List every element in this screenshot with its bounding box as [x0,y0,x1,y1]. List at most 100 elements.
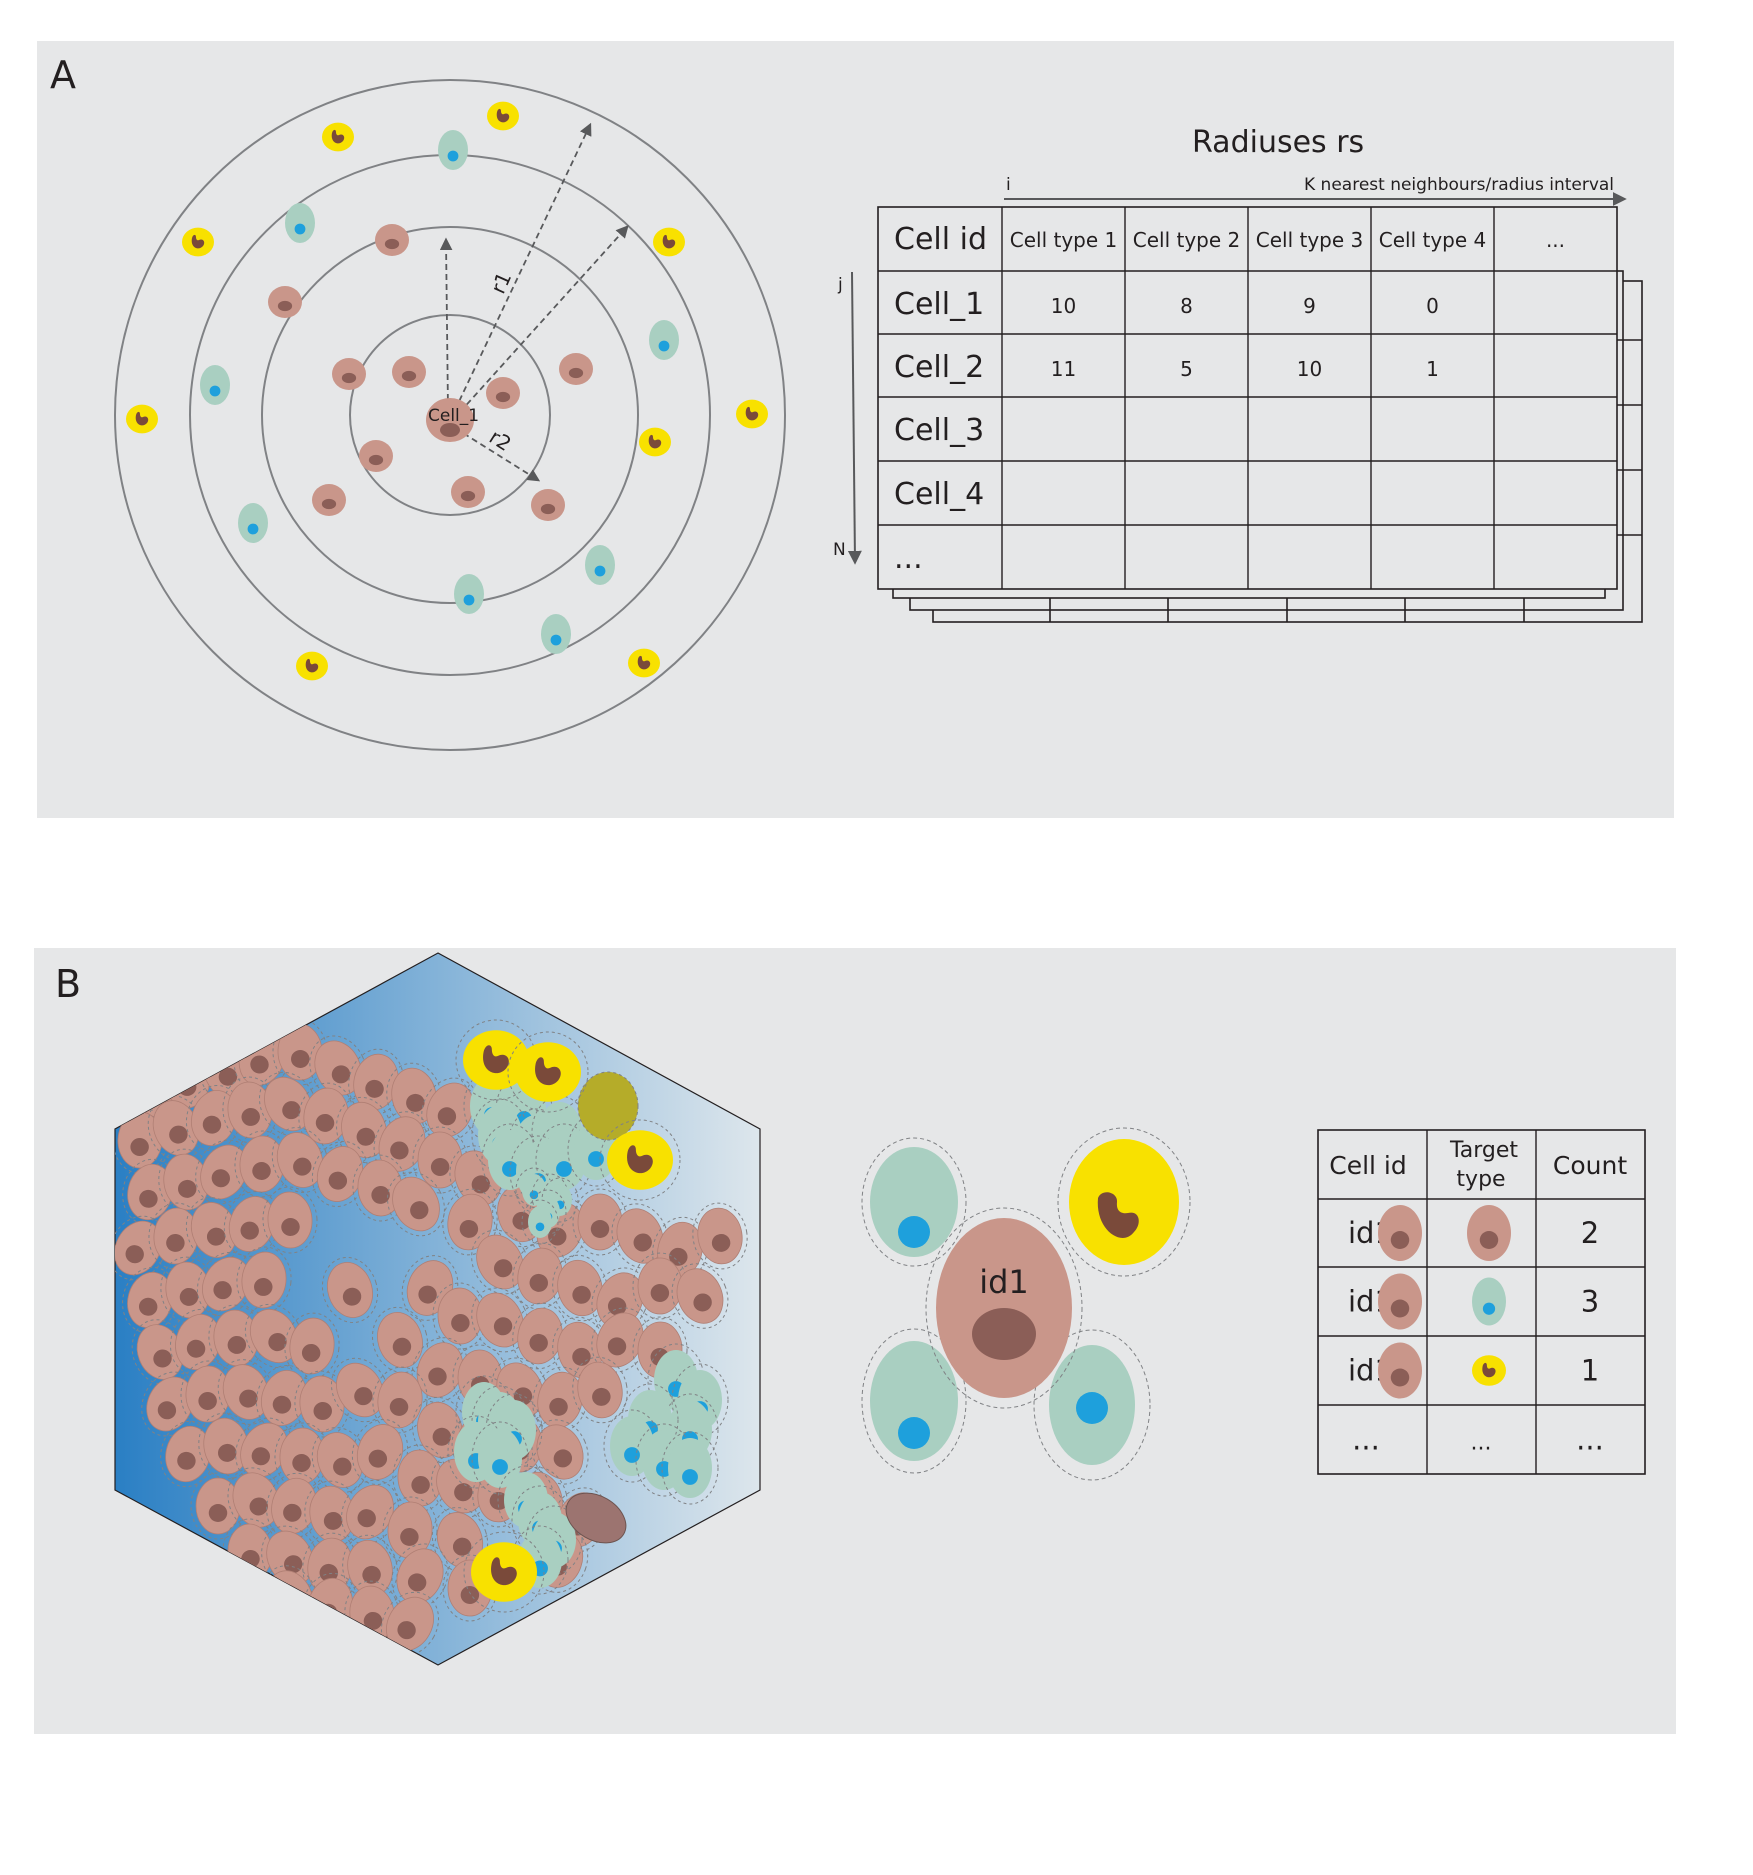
center-cell-body [426,398,474,442]
cell-nucleus [249,1497,268,1516]
cell-nucleus [240,1221,259,1240]
pink-cell [611,1203,669,1269]
cell-nucleus [658,340,670,352]
cell-nucleus [397,1621,416,1640]
pink-cell [559,353,593,385]
radius-arrow-r1 [454,122,592,411]
center-cell: Cell_1 [426,398,479,442]
dark-pink-cell [565,1492,627,1544]
neighbourhood-diagram: id1 [861,1127,1191,1481]
cell-nucleus [191,234,205,249]
yellow-cell [736,399,768,429]
cell-nucleus [209,385,221,397]
cell-nucleus [540,503,556,515]
cell-nucleus [250,1055,269,1074]
cell-halo [531,1419,589,1485]
cell-nucleus [607,1297,627,1316]
yellow-cell [628,648,660,678]
teal-cell [1472,1277,1506,1326]
center-cell-label: Cell_1 [428,406,479,426]
row-cell-id: Cell_1 [894,287,984,322]
cell-nucleus [633,1233,652,1252]
neighbour-teal-top-left [861,1137,967,1267]
teal-cell [649,320,679,360]
cell-body [200,365,230,405]
cell-nucleus [607,1337,627,1356]
row-count-value: ... [1576,1423,1604,1457]
cell-halo [271,1127,329,1193]
pink-cell [198,1412,254,1480]
cell-nucleus [418,1285,437,1304]
teal-cell [238,503,268,543]
cell-nucleus [125,1245,144,1264]
cell-nucleus [247,523,259,535]
cell-nucleus [693,1293,712,1312]
row-count-value: 11 [1051,357,1076,381]
teal-cell [454,574,484,614]
cell-halo [330,1357,390,1423]
axis-j-line [847,271,862,565]
panel-a-cells [126,101,768,681]
header-cell-type: Cell type 2 [1133,228,1241,252]
cell-nucleus [363,1611,383,1630]
cell-halo [925,1207,1083,1409]
cell-nucleus [463,594,475,606]
neighbour-yellow-top-right [1057,1127,1191,1277]
pink-cell [309,1035,367,1101]
cell-halo [599,1119,681,1201]
cell-nucleus [368,454,384,466]
cell-nucleus [239,1389,258,1408]
cell-halo [471,1287,529,1353]
cell-halo [380,1591,440,1657]
axis-i-label: i [1006,175,1011,195]
cell-nucleus [588,1151,604,1167]
cell-nucleus [277,300,293,312]
cell-nucleus [217,1443,237,1462]
cell-nucleus [130,1138,149,1156]
radius-arrow-r2 [454,427,541,482]
cell-nucleus [592,1387,611,1406]
cell-halo [431,1507,489,1573]
cell-halo [442,1188,498,1256]
pink-cell [272,1018,328,1086]
cell-nucleus [319,1563,339,1582]
pink-cell [255,1364,313,1432]
cell-body [870,1147,958,1257]
cell-nucleus [342,1287,362,1306]
cell-nucleus [356,1127,376,1146]
pink-cell [284,1312,340,1380]
cell-nucleus [198,1392,217,1410]
cell-body [668,1438,712,1498]
pink-cell [371,1306,429,1374]
cell-nucleus [186,1339,206,1358]
pink-cell [572,1356,628,1424]
cell-nucleus [384,238,400,250]
pink-cell [431,1507,489,1573]
cell-nucleus [451,1314,470,1332]
ring-1 [349,314,551,516]
teal-cell [541,614,571,654]
cell-nucleus [1390,1368,1410,1387]
cell-nucleus [305,658,319,673]
cell-body [285,203,315,243]
pink-cell [471,1229,529,1295]
header-count: Count [1553,1151,1627,1180]
row-count-value: 1 [1581,1354,1599,1388]
teal-cell [585,545,615,585]
cell-nucleus [590,1220,610,1238]
radius-arrow-up [439,237,453,411]
row-cell-id: Cell_2 [894,350,984,385]
cell-nucleus [411,1476,430,1494]
cell-halo [372,1366,428,1434]
cell-nucleus [972,1308,1036,1360]
cell-nucleus [202,1115,222,1134]
cell-body [870,1341,958,1461]
pink-cell [671,1263,729,1329]
row-cell-id: ... [1352,1423,1380,1457]
cell-nucleus [241,1107,260,1126]
cell-nucleus [1390,1299,1410,1318]
yellow-cell [599,1119,681,1201]
row-cell-id: Cell_4 [894,477,984,512]
cell-nucleus [1479,1231,1499,1249]
cell-body [438,130,468,170]
